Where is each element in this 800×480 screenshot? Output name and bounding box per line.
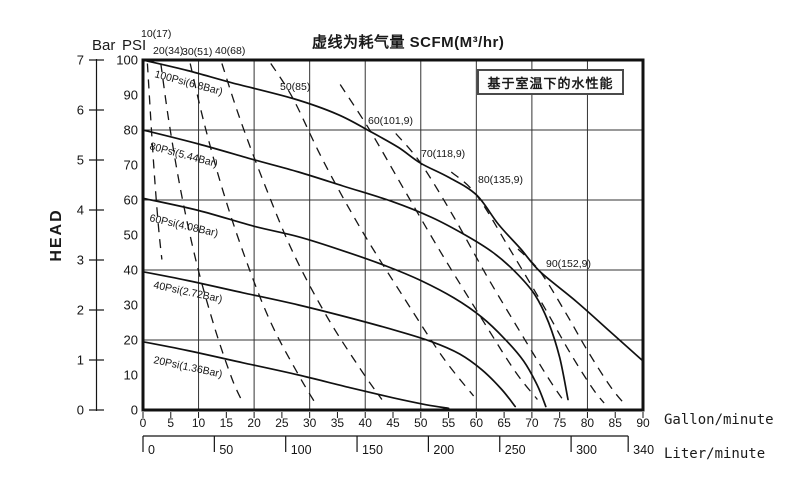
gallon-tick-label: 55 (442, 416, 456, 430)
bar-tick-label: 2 (77, 303, 84, 318)
bar-tick-label: 0 (77, 403, 84, 418)
air-consumption-curve-20-34- (160, 63, 244, 404)
bar-tick-label: 3 (77, 253, 84, 268)
grid-lines (143, 60, 643, 410)
scfm-label: 30(51) (182, 46, 212, 58)
gallon-tick-label: 65 (497, 416, 511, 430)
scfm-label: 70(118,9) (421, 148, 465, 160)
pressure-curve-label: 80Psi(5.44Bar) (148, 140, 219, 170)
head-curve-100Psi-6-8Bar- (143, 60, 643, 362)
scfm-label: 10(17) (141, 28, 171, 40)
gallon-tick-label: 0 (140, 416, 147, 430)
psi-tick-label: 50 (124, 228, 138, 243)
gallon-tick-label: 20 (247, 416, 261, 430)
gallon-tick-label: 90 (636, 416, 650, 430)
bar-tick-label: 7 (77, 53, 84, 68)
psi-tick-label: 10 (124, 368, 138, 383)
air-consumption-curve-50-85- (270, 63, 475, 397)
liter-tick-label: 150 (362, 443, 383, 457)
head-curve-40Psi-2-72Bar- (143, 270, 517, 408)
gallon-tick-label: 50 (414, 416, 428, 430)
liter-tick-label: 300 (576, 443, 597, 457)
plot-border (141, 58, 645, 412)
pressure-curve-label: 60Psi(4.08Bar) (148, 212, 219, 239)
air-consumption-curve-90-152-9- (517, 248, 625, 404)
gallon-tick-label: 40 (359, 416, 373, 430)
scfm-label: 20(34) (153, 45, 183, 57)
liter-tick-label: 340 (633, 443, 654, 457)
scfm-label: 50(85) (280, 81, 310, 93)
pressure-curve-label: 20Psi(1.36Bar) (152, 354, 223, 380)
liter-tick-label: 200 (433, 443, 454, 457)
gallon-tick-label: 60 (470, 416, 484, 430)
bar-tick-label: 1 (77, 353, 84, 368)
liter-tick-label: 250 (505, 443, 526, 457)
gallon-unit-label: Gallon/minute (664, 412, 774, 428)
gallon-tick-label: 85 (609, 416, 623, 430)
gallon-tick-label: 15 (220, 416, 234, 430)
gallon-axis (142, 412, 644, 418)
psi-axis-header: PSI (122, 37, 147, 54)
pressure-curve-label: 40Psi(2.72Bar) (152, 279, 223, 305)
gallon-tick-label: 10 (192, 416, 206, 430)
gallon-tick-label: 80 (581, 416, 595, 430)
bar-axis (89, 59, 104, 411)
head-curve-60Psi-4-08Bar- (143, 197, 547, 408)
chart-title: 虚线为耗气量 SCFM(M³/hr) (312, 34, 505, 51)
bar-tick-label: 4 (77, 203, 84, 218)
curves-group (143, 60, 643, 410)
gallon-tick-label: 25 (275, 416, 289, 430)
gallon-tick-label: 30 (303, 416, 317, 430)
performance-note: 基于室温下的水性能 (477, 69, 624, 95)
gallon-tick-label: 70 (525, 416, 539, 430)
psi-tick-label: 30 (124, 298, 138, 313)
scfm-label: 60(101,9) (368, 115, 413, 127)
head-axis-label: HEAD (48, 208, 65, 262)
psi-tick-label: 100 (116, 53, 138, 68)
psi-tick-label: 20 (124, 333, 138, 348)
scfm-label: 90(152,9) (546, 258, 591, 270)
bar-axis-header: Bar (92, 37, 116, 54)
liter-tick-label: 0 (148, 443, 155, 457)
psi-tick-label: 0 (131, 403, 138, 418)
liter-unit-label: Liter/minute (664, 446, 766, 462)
psi-tick-label: 90 (124, 88, 138, 103)
liter-tick-label: 100 (291, 443, 312, 457)
gallon-tick-label: 75 (553, 416, 567, 430)
air-consumption-curve-10-17- (146, 63, 163, 260)
psi-tick-label: 40 (124, 263, 138, 278)
scfm-label: 80(135,9) (478, 174, 523, 186)
air-consumption-curve-40-68- (221, 63, 383, 400)
psi-tick-label: 70 (124, 158, 138, 173)
psi-tick-label: 60 (124, 193, 138, 208)
bar-tick-label: 5 (77, 153, 84, 168)
head-curve-20Psi-1-36Bar- (143, 340, 450, 410)
gallon-tick-label: 45 (386, 416, 400, 430)
psi-tick-label: 80 (124, 123, 138, 138)
gallon-tick-label: 35 (331, 416, 345, 430)
liter-tick-label: 50 (219, 443, 233, 457)
head-curve-80Psi-5-44Bar- (143, 129, 569, 401)
gallon-tick-label: 5 (167, 416, 174, 430)
liter-axis (142, 435, 629, 452)
bar-tick-label: 6 (77, 103, 84, 118)
scfm-label: 40(68) (215, 45, 245, 57)
